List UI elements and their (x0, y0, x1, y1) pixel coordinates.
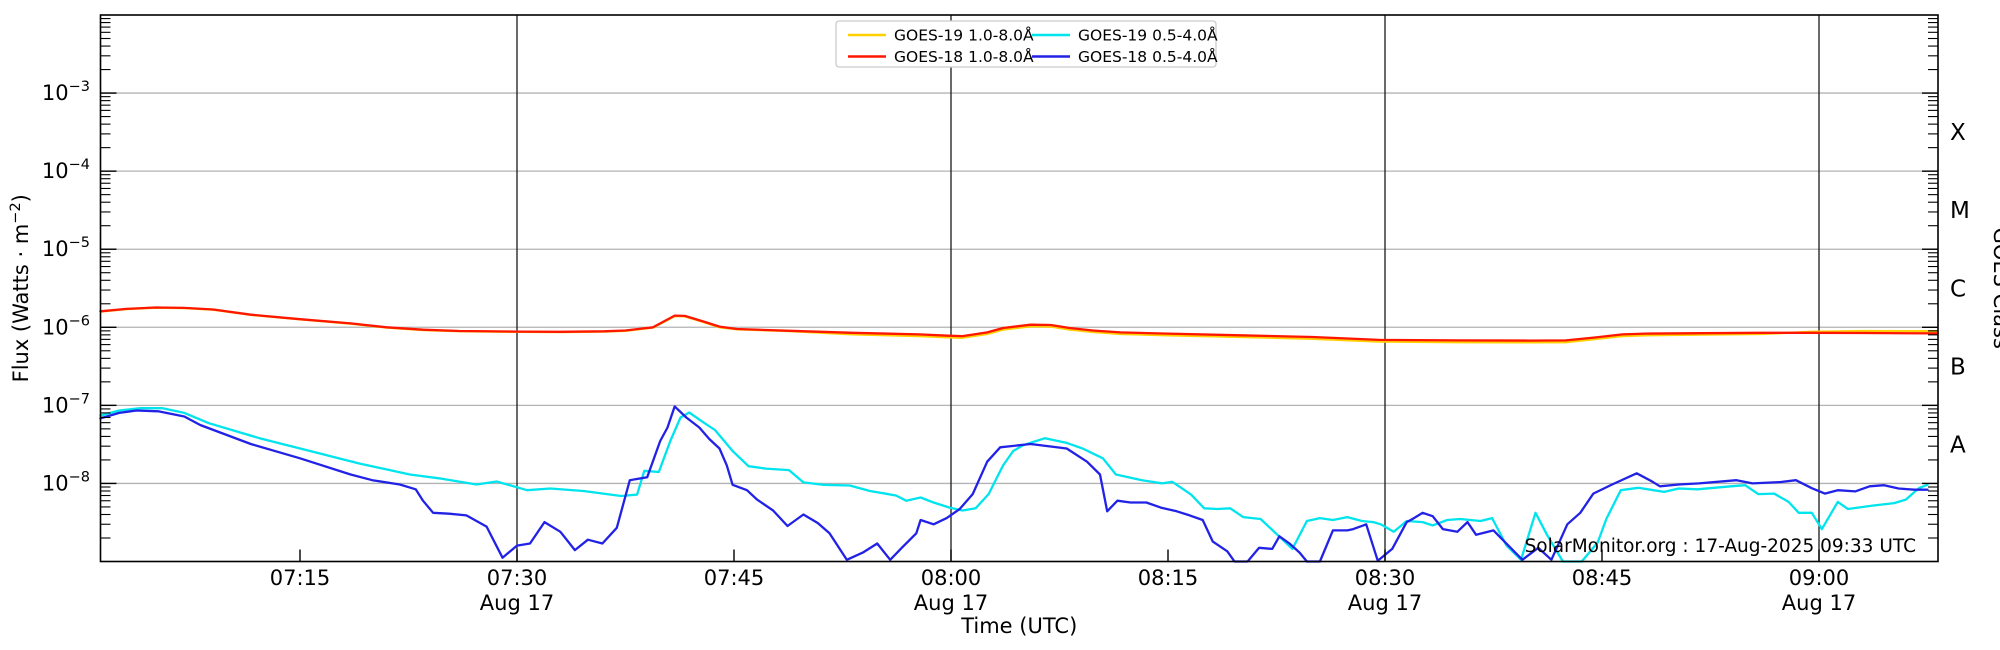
right-y-axis-title: GOES Class (1989, 228, 2000, 349)
series-line-goes-18-1-0-8-0- (99, 306, 1939, 342)
x-tick-label-07:30: 07:30 (487, 566, 548, 590)
x-tick-date-08:00: Aug 17 (914, 591, 988, 615)
plot-border (99, 14, 1939, 563)
x-axis-title: Time (UTC) (960, 614, 1077, 638)
legend-label-goes-19-1-0-8-0-: GOES-19 1.0-8.0Å (894, 26, 1034, 45)
legend: GOES-19 1.0-8.0Å GOES-18 1.0-8.0Å GOES-19 … (835, 20, 1218, 68)
legend-label-goes-18-1-0-8-0-: GOES-18 1.0-8.0Å (894, 47, 1034, 66)
y-tick-label-1e-3: 10−3 (42, 79, 90, 105)
legend-label-goes-18-0-5-4-0-: GOES-18 0.5-4.0Å (1078, 47, 1218, 66)
legend-label-goes-19-0-5-4-0-: GOES-19 0.5-4.0Å (1078, 26, 1218, 45)
x-tick-date-09:00: Aug 17 (1782, 591, 1856, 615)
y-tick-label-1e-7: 10−7 (42, 391, 90, 417)
y-tick-label-1e-8: 10−8 (42, 469, 90, 495)
series-line-goes-19-0-5-4-0- (99, 407, 1929, 563)
series-line-goes-18-0-5-4-0- (99, 405, 1929, 563)
y-axis-title: Flux (Watts · m−2) (8, 194, 33, 382)
x-tick-label-08:15: 08:15 (1138, 566, 1199, 590)
x-tick-label-07:45: 07:45 (704, 566, 765, 590)
x-tick-label-08:00: 08:00 (921, 566, 982, 590)
x-tick-label-09:00: 09:00 (1789, 566, 1850, 590)
x-tick-date-08:30: Aug 17 (1348, 591, 1422, 615)
y-tick-label-1e-6: 10−6 (42, 313, 90, 339)
x-tick-label-07:15: 07:15 (270, 566, 331, 590)
x-tick-label-08:30: 08:30 (1355, 566, 1416, 590)
goes-class-letter-X: X (1950, 120, 1966, 146)
goes-class-letter-B: B (1950, 354, 1966, 380)
goes-class-letter-C: C (1950, 276, 1966, 302)
x-tick-date-07:30: Aug 17 (480, 591, 554, 615)
goes-class-letter-A: A (1950, 432, 1966, 458)
watermark-text: SolarMonitor.org : 17-Aug-2025 09:33 UTC (1525, 536, 1916, 557)
y-tick-label-1e-5: 10−5 (42, 235, 90, 261)
x-tick-label-08:45: 08:45 (1572, 566, 1633, 590)
legend-box (835, 20, 1217, 68)
goes-class-letter-M: M (1950, 198, 1970, 224)
y-tick-label-1e-4: 10−4 (42, 157, 90, 183)
